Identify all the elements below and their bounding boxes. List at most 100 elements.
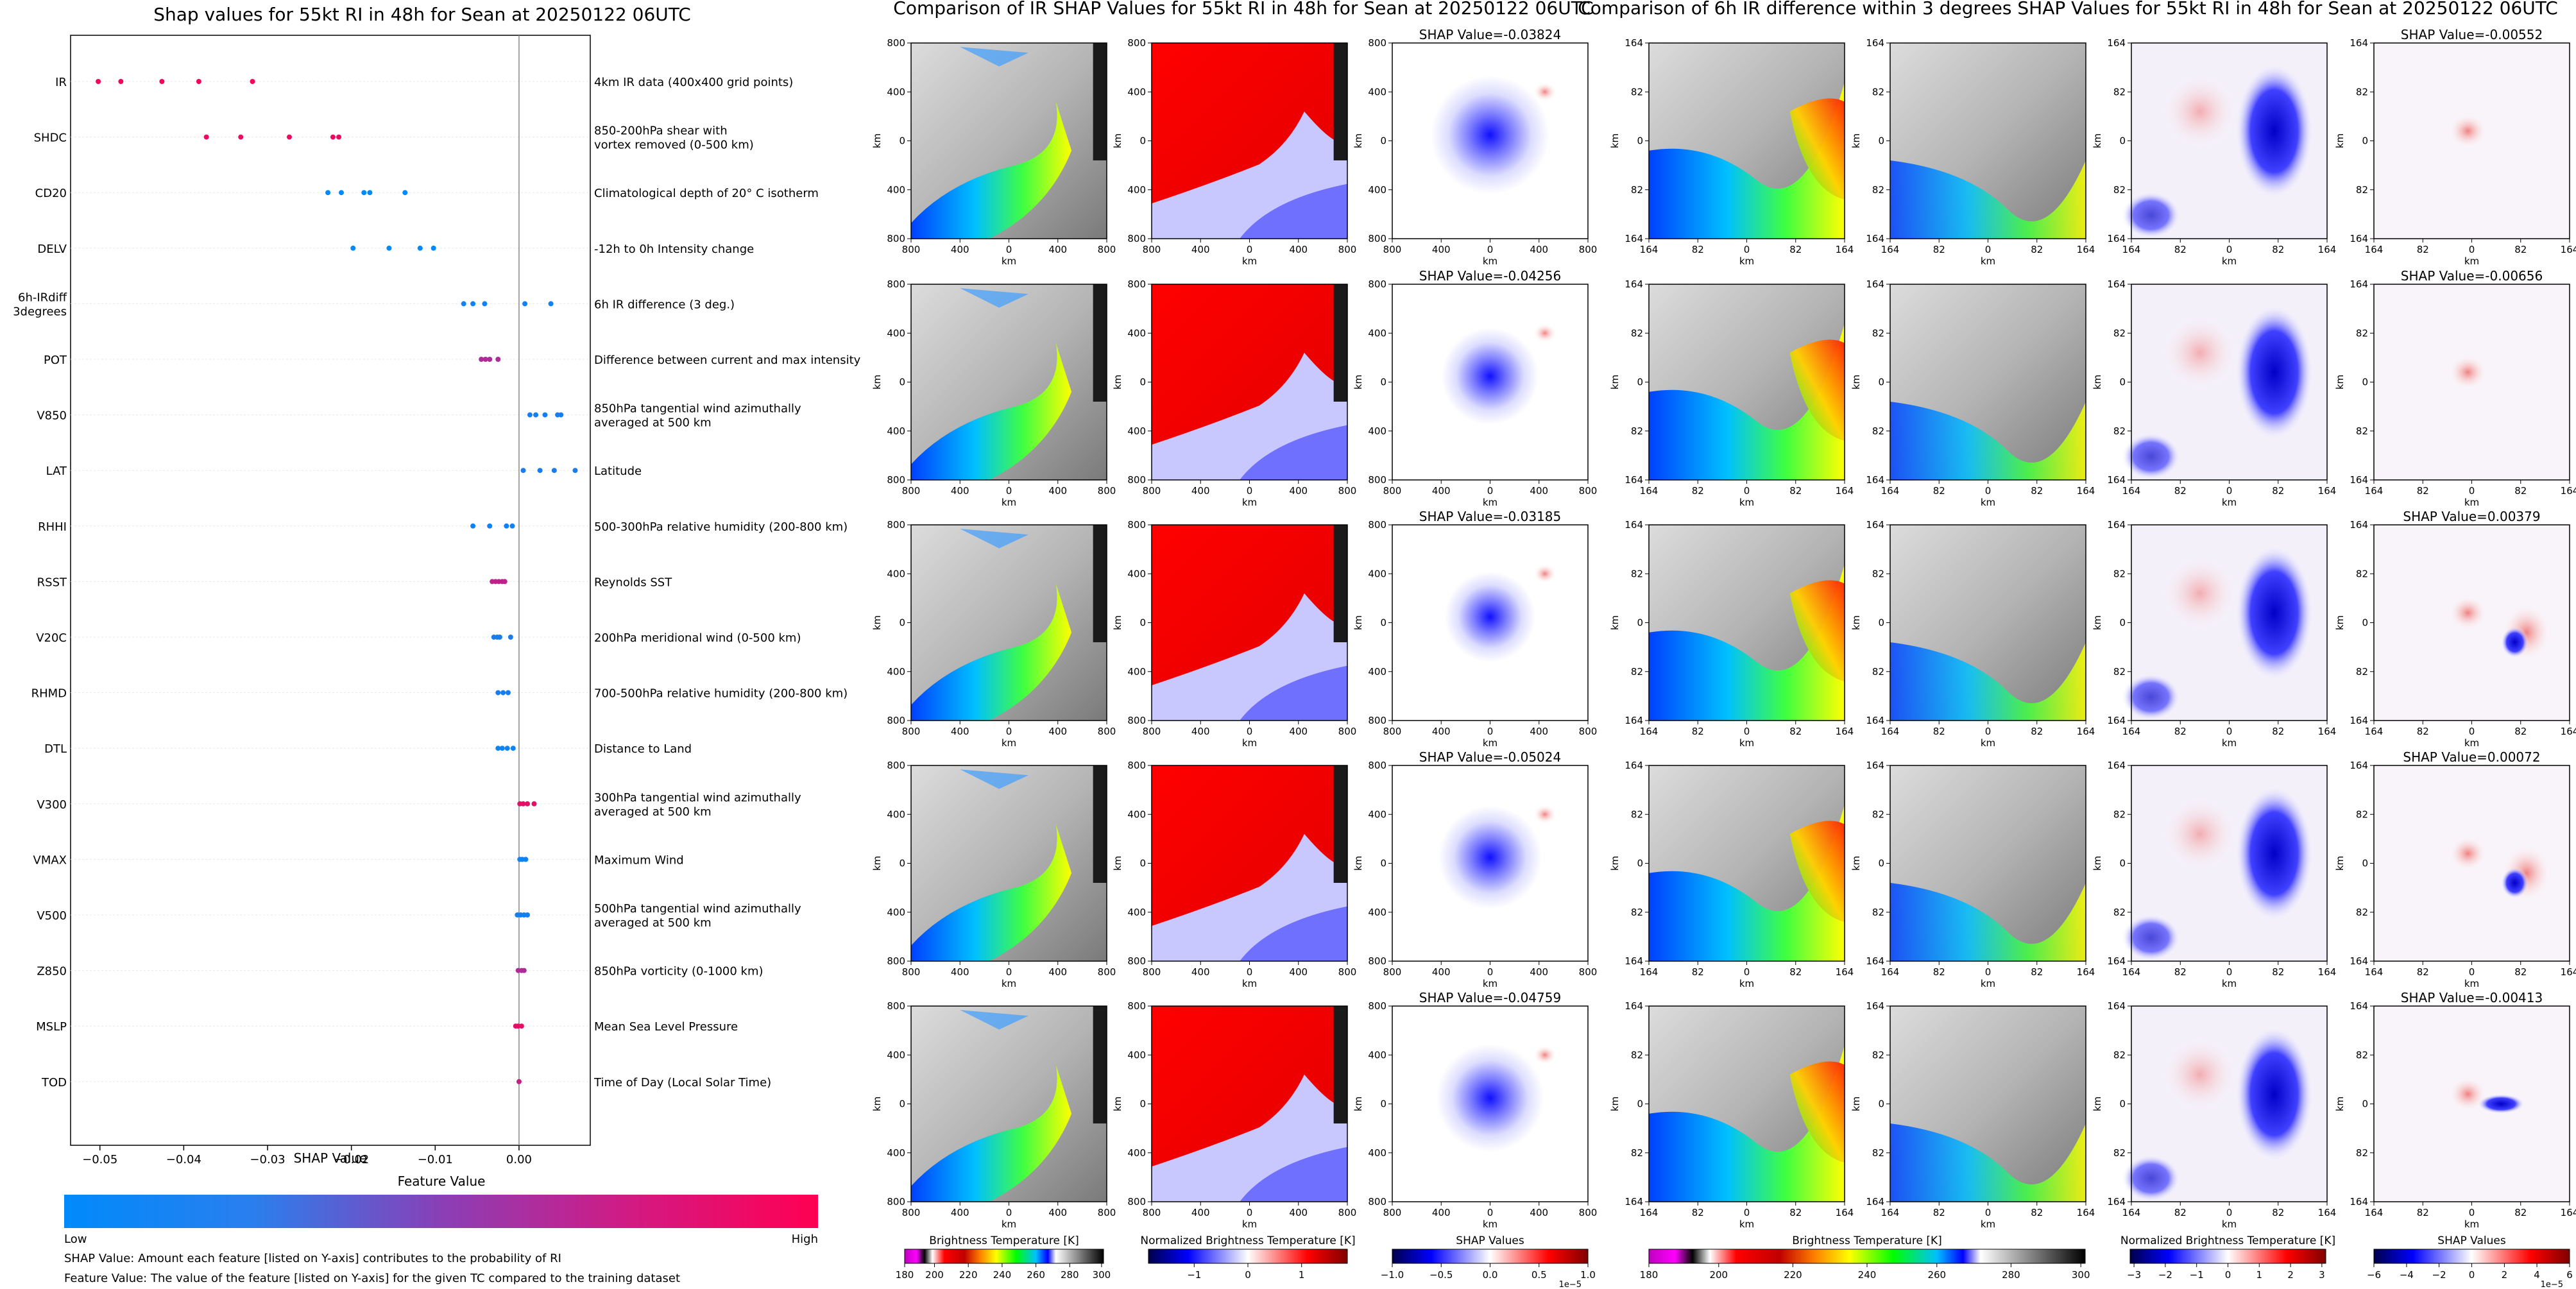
- image-grid: 800 800 400 400 0 0 400 400 800 800 km km 800 800 400 4…: [871, 27, 2576, 1230]
- y-axis-label: km: [1352, 1097, 1364, 1111]
- y-tick-label: 400: [887, 808, 905, 820]
- x-tick-label: 164: [1881, 244, 1900, 255]
- x-axis-label: km: [1483, 255, 1497, 267]
- x-tick-label: 0: [1487, 966, 1494, 978]
- colorbar-title: Feature Value: [398, 1174, 486, 1189]
- y-tick-label: 0: [1380, 1098, 1386, 1110]
- shap-point: [531, 801, 537, 807]
- x-tick-label: −0.01: [418, 1153, 453, 1166]
- colorbar-tick-label: −2: [2432, 1269, 2446, 1281]
- x-tick-label: 164: [1881, 726, 1900, 737]
- image-panel-shapright: SHAP Value=-0.00656164164828200828216416…: [2334, 268, 2576, 508]
- x-tick-label: 800: [1338, 1207, 1357, 1218]
- y-axis-label: km: [2092, 133, 2103, 148]
- colorbar-low-label: Low: [64, 1233, 87, 1246]
- x-tick-label: 164: [2318, 726, 2337, 737]
- y-tick-label: 164: [1866, 1196, 1884, 1208]
- x-axis-label: km: [1981, 497, 1995, 508]
- colorbar-tick-label: −0.5: [1429, 1269, 1453, 1281]
- y-tick-label: 164: [1625, 233, 1643, 244]
- y-tick-label: 164: [2350, 955, 2368, 967]
- y-tick-label: 800: [1127, 233, 1146, 244]
- x-tick-label: 0: [2226, 244, 2233, 255]
- y-tick-label: 800: [1127, 519, 1146, 531]
- x-tick-label: 0: [1985, 966, 1992, 978]
- colorbar-tick-label: 0: [2469, 1269, 2475, 1281]
- y-tick-label: 0: [1139, 135, 1146, 147]
- x-tick-label: 400: [1191, 726, 1210, 737]
- x-tick-label: 82: [1789, 726, 1802, 737]
- shap-point: [325, 190, 331, 196]
- x-tick-label: −0.05: [82, 1153, 117, 1166]
- colorbar-label: Brightness Temperature [K]: [1792, 1234, 1941, 1247]
- feature-name-label: SHDC: [34, 132, 67, 145]
- y-tick-label: 82: [1872, 184, 1884, 196]
- shap-point: [516, 1079, 522, 1084]
- feature-description: vortex removed (0-500 km): [594, 139, 754, 152]
- shap-point: [502, 579, 508, 585]
- y-tick-label: 400: [1127, 86, 1146, 98]
- panel-shap-title: SHAP Value=0.00379: [2403, 509, 2540, 524]
- y-tick-label: 0: [1878, 617, 1884, 629]
- y-tick-label: 164: [2350, 37, 2368, 49]
- y-tick-label: 164: [1625, 37, 1643, 49]
- x-tick-label: 400: [1191, 485, 1210, 497]
- shap-point: [367, 190, 373, 196]
- y-tick-label: 0: [2362, 377, 2368, 388]
- x-tick-label: 82: [2031, 726, 2043, 737]
- y-tick-label: 400: [887, 1049, 905, 1061]
- x-tick-label: 164: [2365, 485, 2384, 497]
- x-tick-label: 0: [1985, 244, 1992, 255]
- x-tick-label: 0: [2469, 726, 2475, 737]
- y-tick-label: 800: [887, 474, 905, 486]
- y-axis-label: km: [871, 615, 883, 630]
- x-tick-label: 0: [1744, 485, 1750, 497]
- y-tick-label: 82: [1872, 327, 1884, 339]
- x-tick-label: 400: [1289, 726, 1308, 737]
- x-tick-label: 800: [902, 726, 921, 737]
- colorbar-label: Normalized Brightness Temperature [K]: [1140, 1234, 1355, 1247]
- feature-description: 850hPa vorticity (0-1000 km): [594, 965, 763, 978]
- y-tick-label: 164: [2107, 1000, 2126, 1012]
- x-tick-label: 82: [2174, 485, 2187, 497]
- y-tick-label: 800: [1368, 760, 1386, 771]
- y-tick-label: 82: [2113, 184, 2126, 196]
- shap-point: [470, 301, 476, 307]
- y-axis-label: km: [871, 133, 883, 148]
- x-axis-ticks: −0.05 −0.04 −0.03 −0.02 −0.01 0.00: [82, 1145, 532, 1166]
- x-tick-label: 164: [2561, 244, 2576, 255]
- x-tick-label: 400: [1289, 966, 1308, 978]
- y-axis-label: km: [1609, 856, 1621, 871]
- colorbar-tick-label: −3: [2127, 1269, 2141, 1281]
- x-tick-label: 164: [1640, 244, 1659, 255]
- y-tick-label: 0: [1139, 617, 1146, 629]
- y-tick-label: 82: [1872, 907, 1884, 918]
- x-axis-label: km: [1242, 1218, 1257, 1230]
- x-axis-label: km: [1242, 737, 1257, 749]
- x-tick-label: 800: [1098, 244, 1116, 255]
- shap-point: [286, 134, 292, 140]
- shap-point: [470, 523, 476, 529]
- x-tick-label: 82: [2514, 244, 2527, 255]
- y-tick-label: 0: [1139, 377, 1146, 388]
- x-axis-label: km: [1002, 255, 1016, 267]
- shap-point: [500, 690, 506, 696]
- x-tick-label: 82: [2272, 485, 2284, 497]
- x-tick-label: 800: [1098, 966, 1116, 978]
- shap-point: [520, 468, 526, 474]
- colorbar-label: Brightness Temperature [K]: [929, 1234, 1079, 1247]
- x-axis-label: km: [2464, 1218, 2479, 1230]
- y-tick-label: 400: [1368, 666, 1386, 678]
- y-tick-label: 164: [1866, 233, 1884, 244]
- y-tick-label: 82: [1631, 568, 1643, 579]
- colorbar-label: SHAP Values: [1456, 1234, 1524, 1247]
- y-tick-label: 0: [2119, 135, 2126, 147]
- x-tick-label: 0: [1985, 1207, 1992, 1218]
- y-tick-label: 164: [1625, 760, 1643, 771]
- x-tick-label: 400: [951, 726, 969, 737]
